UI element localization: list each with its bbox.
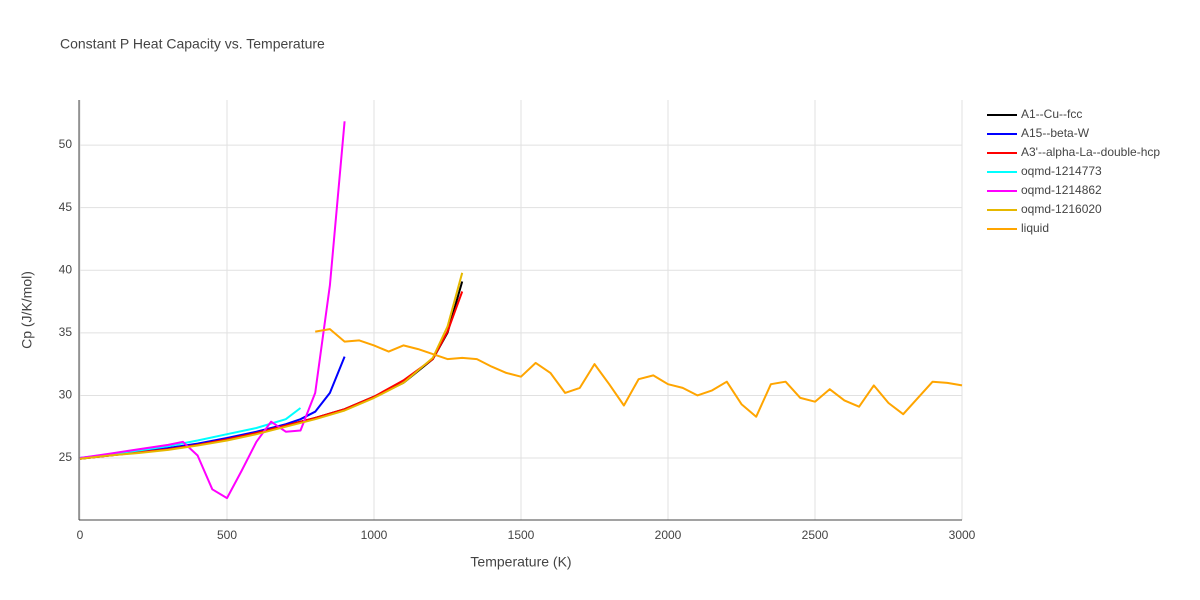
- series-line: [79, 121, 346, 500]
- y-tick-label: 40: [59, 262, 73, 276]
- y-tick-label: 35: [59, 325, 73, 339]
- series-line: [315, 328, 963, 418]
- x-tick-label: 1500: [508, 528, 535, 542]
- x-tick-label: 2500: [802, 528, 829, 542]
- x-tick-label: 3000: [949, 528, 976, 542]
- x-tick-label: 500: [217, 528, 237, 542]
- y-tick-label: 50: [59, 137, 73, 151]
- x-tick-label: 0: [77, 528, 84, 542]
- y-tick-label: 45: [59, 200, 73, 214]
- x-tick-label: 2000: [655, 528, 682, 542]
- y-tick-label: 25: [59, 450, 73, 464]
- legend-label: A1--Cu--fcc: [1021, 107, 1082, 121]
- x-axis-label: Temperature (K): [470, 554, 571, 570]
- series-line: [79, 272, 464, 460]
- legend-label: oqmd-1216020: [1021, 202, 1102, 216]
- y-axis-label: Cp (J/K/mol): [19, 271, 35, 349]
- legend-label: oqmd-1214862: [1021, 183, 1102, 197]
- chart-title: Constant P Heat Capacity vs. Temperature: [60, 36, 325, 52]
- y-tick-label: 30: [59, 388, 73, 402]
- legend-label: A3'--alpha-La--double-hcp: [1021, 145, 1160, 159]
- legend-label: liquid: [1021, 221, 1049, 235]
- x-tick-label: 1000: [361, 528, 388, 542]
- legend-label: oqmd-1214773: [1021, 164, 1102, 178]
- legend-label: A15--beta-W: [1021, 126, 1090, 140]
